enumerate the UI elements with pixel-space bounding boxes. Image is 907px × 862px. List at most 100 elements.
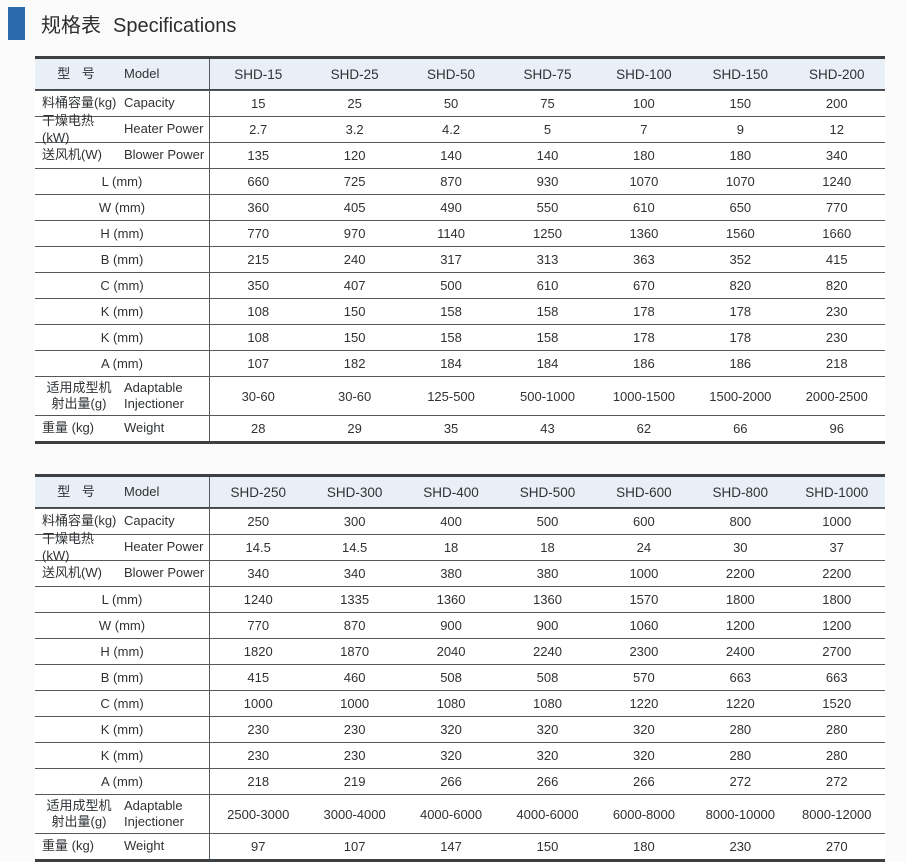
table-cell: 62 (636, 421, 652, 436)
table-cell: 280 (729, 722, 752, 737)
row-label: 干燥电热(kW) Heater Power (35, 113, 210, 145)
table-cell: 300 (343, 514, 366, 529)
table-cell: 663 (729, 670, 752, 685)
table-cell: 407 (343, 278, 366, 293)
model-column-header: SHD-75 (523, 66, 572, 82)
model-columns: SHD-15 SHD-25 SHD-50 SHD-75 SHD-100 SHD-150 SH… (210, 59, 885, 89)
model-header-zh: 型 号 (57, 65, 99, 81)
table-row: W (mm) 770 870 900 900 1060 1200 1200 (35, 612, 885, 638)
table-cell: 180 (633, 148, 655, 163)
table-cell: 1570 (629, 592, 659, 607)
table-cell: 610 (536, 278, 559, 293)
row-label-text: K (mm) (100, 304, 144, 319)
table-cell: 1000 (243, 696, 273, 711)
table-cell: 2500-3000 (227, 806, 290, 822)
table-cell: 8000-12000 (802, 806, 872, 822)
row-values: 14.5 14.5 18 18 24 30 37 (210, 535, 885, 560)
table-cell: 490 (440, 200, 462, 215)
table-cell: 1220 (629, 696, 659, 711)
table-cell: 8000-10000 (705, 806, 776, 822)
row-values: 1240 1335 1360 1360 1570 1800 1800 (210, 587, 885, 612)
table-cell: 1360 (436, 592, 466, 607)
row-label: A (mm) (35, 351, 210, 376)
table-cell: 184 (440, 356, 462, 371)
table-cell: 96 (829, 421, 844, 436)
table-cell: 14.5 (245, 540, 271, 555)
table-cell: 340 (247, 566, 270, 581)
table-row: K (mm) 230 230 320 320 320 280 280 (35, 742, 885, 768)
table-cell: 30 (733, 540, 748, 555)
table-cell: 2040 (436, 644, 466, 659)
row-label: 送风机(W) Blower Power (35, 143, 210, 168)
table-cell: 363 (633, 252, 655, 267)
table-row: 料桶容量(kg) Capacity 15 25 50 75 100 150 200 (35, 90, 885, 116)
table-cell: 1335 (340, 592, 370, 607)
row-values: 135 120 140 140 180 180 340 (210, 143, 885, 168)
row-label: 适用成型机 射出量(g) Adaptable Injectioner (35, 377, 210, 415)
row-label: B (mm) (35, 665, 210, 690)
table-cell: 415 (247, 670, 270, 685)
table-cell: 820 (825, 278, 848, 293)
table-cell: 35 (443, 421, 459, 436)
page-title: 规格表 Specifications (41, 9, 236, 38)
table-cell: 663 (825, 670, 848, 685)
model-column-header: SHD-150 (712, 66, 769, 82)
table-cell: 313 (536, 252, 559, 267)
table-cell: 230 (247, 722, 270, 737)
table-cell: 770 (247, 618, 270, 633)
table-cell: 4000-6000 (419, 806, 483, 822)
table-cell: 2.7 (249, 122, 268, 137)
table-cell: 140 (440, 148, 462, 163)
table-cell: 660 (247, 174, 270, 189)
table-cell: 1200 (725, 618, 755, 633)
row-values: 15 25 50 75 100 150 200 (210, 91, 885, 116)
row-label-text: K (mm) (100, 748, 144, 763)
table-cell: 320 (633, 722, 655, 737)
row-values: 360 405 490 550 610 650 770 (210, 195, 885, 220)
row-label-text: H (mm) (100, 644, 144, 659)
row-label-zh: 干燥电热(kW) (42, 113, 95, 145)
table-cell: 1800 (822, 592, 852, 607)
table-header-row: 型 号 Model SHD-15 SHD-25 SHD-50 SHD-75 SHD-100 S… (35, 59, 885, 90)
row-label: K (mm) (35, 743, 210, 768)
table-cell: 266 (633, 774, 655, 789)
table-cell: 280 (729, 748, 752, 763)
row-values: 108 150 158 158 178 178 230 (210, 325, 885, 350)
table-cell: 29 (347, 421, 362, 436)
row-values: 2.7 3.2 4.2 5 7 9 12 (210, 117, 885, 142)
accent-bar (8, 7, 25, 40)
table-cell: 1060 (629, 618, 659, 633)
table-cell: 18 (540, 540, 555, 555)
table-cell: 6000-8000 (612, 806, 675, 822)
table-cell: 1000 (822, 514, 852, 529)
row-values: 1000 1000 1080 1080 1220 1220 1520 (210, 691, 885, 716)
table-cell: 230 (343, 722, 366, 737)
table-cell: 108 (247, 304, 270, 319)
table-row: 送风机(W) Blower Power 135 120 140 140 180 180 340 (35, 142, 885, 168)
row-label-zh: 重量 (kg) (42, 420, 95, 436)
row-label-text: K (mm) (100, 330, 144, 345)
table-row: H (mm) 1820 1870 2040 2240 2300 2400 2700 (35, 638, 885, 664)
row-values: 1820 1870 2040 2240 2300 2400 2700 (210, 639, 885, 664)
table-cell: 360 (247, 200, 270, 215)
model-header-cell: 型 号 Model (35, 477, 210, 507)
row-values: 660 725 870 930 1070 1070 1240 (210, 169, 885, 194)
table-cell: 14.5 (341, 540, 368, 555)
table-cell: 380 (536, 566, 559, 581)
table-cell: 317 (440, 252, 462, 267)
table-row: 重量 (kg) Weight 28 29 35 43 62 66 96 (35, 415, 885, 441)
row-label: W (mm) (35, 613, 210, 638)
table-cell: 186 (633, 356, 655, 371)
row-values: 340 340 380 380 1000 2200 2200 (210, 561, 885, 586)
table-cell: 1500-2000 (709, 388, 772, 404)
table-cell: 725 (343, 174, 366, 189)
row-values: 107 182 184 184 186 186 218 (210, 351, 885, 376)
model-header-zh: 型 号 (57, 483, 99, 499)
table-cell: 150 (343, 304, 366, 319)
table-cell: 158 (440, 330, 462, 345)
table-cell: 930 (536, 174, 559, 189)
table-cell: 1360 (629, 226, 659, 241)
table-row: K (mm) 108 150 158 158 178 178 230 (35, 324, 885, 350)
table-cell: 820 (729, 278, 752, 293)
table-cell: 66 (733, 421, 748, 436)
